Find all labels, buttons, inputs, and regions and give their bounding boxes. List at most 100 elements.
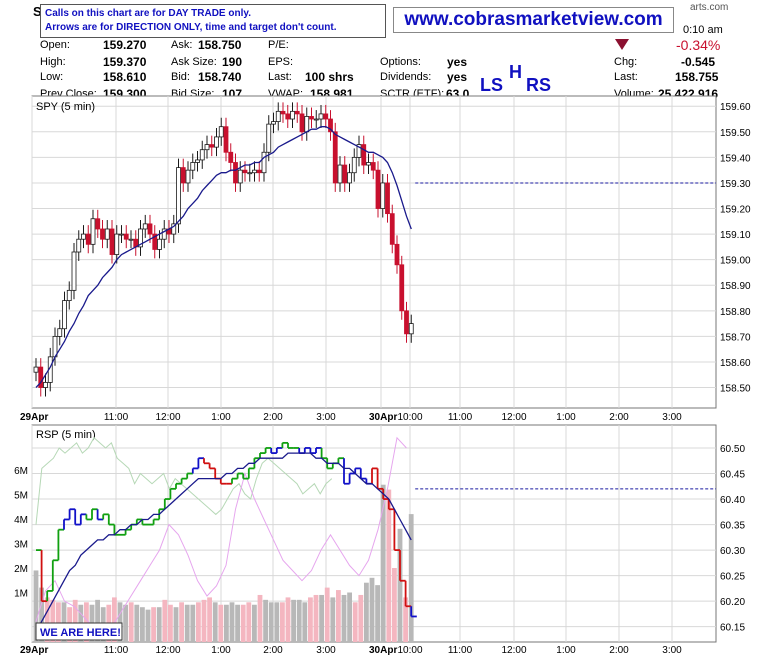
volume-bar: [352, 602, 358, 642]
volume-bar: [117, 602, 123, 642]
volume-bar: [179, 602, 184, 642]
last2-value: 158.755: [675, 70, 719, 84]
volume-bar: [268, 602, 274, 642]
volume-axis-label: 1M: [14, 589, 28, 600]
volume-bar: [397, 528, 403, 642]
options-value: yes: [447, 55, 468, 69]
down-arrow-icon: [615, 39, 629, 50]
ask-size-value: 190: [222, 55, 243, 69]
rsp-x-tick-label: 2:00: [609, 645, 629, 656]
website-banner[interactable]: www.cobrasmarketview.com: [393, 7, 674, 33]
source-fragment: arts.com: [690, 2, 729, 13]
spy-candle: [147, 223, 153, 235]
spy-x-tick-label: 1:00: [211, 412, 231, 423]
spy-candle: [389, 213, 395, 245]
volume-bar: [341, 594, 347, 642]
volume-bar: [156, 607, 162, 642]
high-label: High:: [40, 56, 66, 68]
spy-candle: [399, 264, 405, 312]
volume-bar: [240, 604, 246, 642]
volume-bar: [134, 604, 140, 642]
spy-candle: [261, 151, 267, 174]
spy-candle: [271, 121, 276, 125]
spy-x-tick-label: 1:00: [556, 412, 576, 423]
spy-x-tick-label: 12:00: [501, 412, 526, 423]
spy-y-tick-label: 158.80: [720, 307, 751, 318]
open-value: 159.270: [103, 38, 147, 52]
spy-candle: [347, 172, 352, 184]
change-percent: -0.34%: [676, 37, 721, 53]
spy-candle: [123, 233, 129, 240]
spy-y-tick-label: 159.10: [720, 230, 751, 241]
volume-axis-label: 3M: [14, 540, 28, 551]
spy-candle: [71, 251, 77, 291]
dividends-value: yes: [447, 70, 468, 84]
rsp-y-tick-label: 60.25: [720, 572, 745, 583]
spy-candle: [304, 116, 310, 133]
spy-candle: [95, 218, 101, 230]
bid-value: 158.740: [198, 70, 242, 84]
spy-candle: [404, 310, 409, 335]
spy-candle: [380, 182, 386, 209]
rsp-y-tick-label: 60.20: [720, 597, 745, 608]
last-shares-value: 100 shrs: [305, 70, 354, 84]
volume-bar: [95, 599, 100, 642]
spy-panel: [31, 95, 717, 409]
ask-label: Ask:: [171, 39, 193, 51]
rsp-x-tick-label: 3:00: [316, 645, 336, 656]
spy-y-tick-label: 158.60: [720, 358, 751, 369]
volume-bar: [84, 602, 89, 642]
spy-x-tick-label: 12:00: [155, 412, 180, 423]
rsp-x-tick-label: 29Apr: [20, 645, 48, 656]
rsp-x-tick-label: 1:00: [556, 645, 576, 656]
rsp-y-tick-label: 60.40: [720, 495, 745, 506]
spy-candle: [33, 366, 39, 373]
spy-x-tick-label: 3:00: [316, 412, 336, 423]
spy-candle: [342, 164, 348, 184]
spy-candle: [309, 116, 314, 120]
spy-candle: [337, 164, 343, 184]
spy-candle: [237, 169, 243, 184]
rsp-y-tick-label: 60.15: [720, 623, 745, 634]
low-label: Low:: [40, 71, 64, 83]
volume-bar: [308, 597, 313, 642]
spy-candle: [66, 289, 72, 301]
rsp-ghost-line-green: [35, 437, 333, 525]
rsp-x-tick-label: 11:00: [104, 645, 129, 656]
spy-candle: [385, 182, 390, 215]
spy-candle: [190, 162, 196, 171]
rsp-x-tick-label: 12:00: [155, 645, 180, 656]
volume-bar: [263, 599, 268, 642]
spy-candle: [57, 328, 63, 337]
volume-bar: [313, 594, 319, 642]
spy-y-tick-label: 159.20: [720, 205, 751, 216]
spy-candle: [351, 156, 357, 174]
spy-chart-title: SPY (5 min): [36, 101, 95, 113]
spy-y-tick-label: 159.40: [720, 153, 751, 164]
rsp-y-tick-label: 60.50: [720, 444, 745, 455]
volume-bar: [218, 604, 224, 642]
spy-candle: [318, 113, 324, 120]
spy-candle: [323, 113, 329, 120]
volume-axis-label: 6M: [14, 466, 28, 477]
rsp-x-tick-label: 2:00: [263, 645, 283, 656]
calls-note-box: Calls on this chart are for DAY TRADE on…: [40, 4, 386, 38]
spy-candle: [299, 113, 305, 133]
rsp-x-tick-label: 3:00: [662, 645, 682, 656]
volume-bar: [123, 604, 128, 642]
spy-candle: [285, 113, 291, 120]
spy-x-tick-label: 10:00: [397, 412, 422, 423]
spy-candle: [90, 218, 96, 245]
spy-candle: [290, 110, 295, 120]
spy-candle: [62, 300, 67, 330]
volume-bar: [392, 568, 397, 642]
spy-candle: [242, 169, 248, 174]
spy-candle: [328, 118, 333, 133]
volume-bar: [162, 599, 168, 642]
volume-bar: [358, 594, 364, 642]
volume-bar: [408, 514, 414, 642]
volume-bar: [285, 597, 291, 642]
volume-bar: [212, 602, 218, 642]
spy-y-tick-label: 158.90: [720, 281, 751, 292]
volume-bar: [229, 602, 235, 642]
